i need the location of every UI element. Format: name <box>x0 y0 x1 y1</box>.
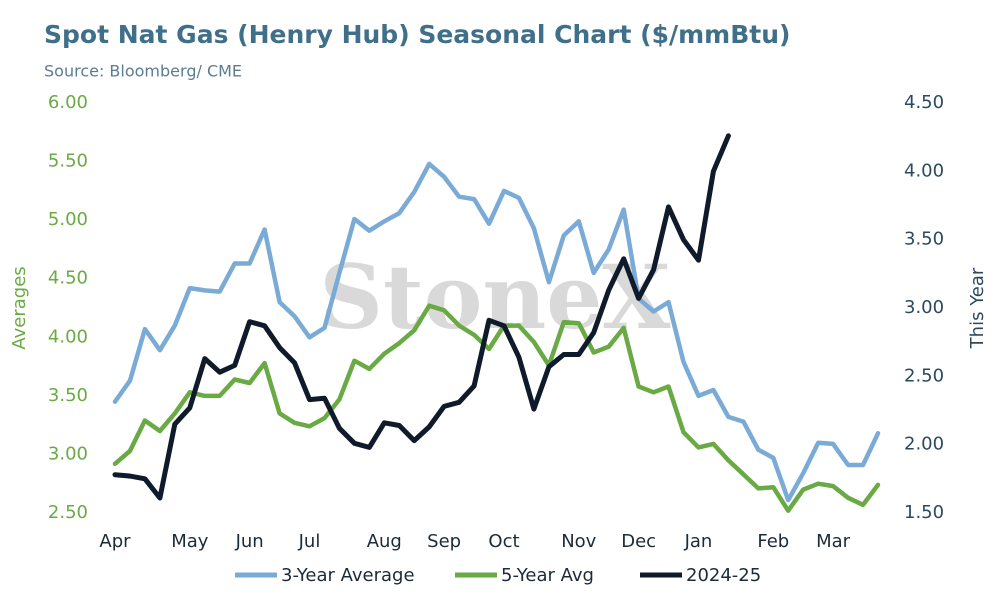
chart-subtitle: Source: Bloomberg/ CME <box>44 62 242 81</box>
series-line <box>112 161 881 503</box>
y-tick-label: 3.50 <box>48 385 88 406</box>
x-tick-label: Aug <box>367 531 402 552</box>
x-tick-label: May <box>171 531 209 552</box>
x-tick-label: Oct <box>488 531 519 552</box>
y-tick-label: 5.50 <box>48 151 88 172</box>
watermark: StoneX <box>319 245 671 349</box>
x-tick-label: Jun <box>235 531 264 552</box>
x-tick-label: Dec <box>621 531 656 552</box>
legend-label: 5-Year Avg <box>501 565 594 586</box>
y2-axis-label: This Year <box>967 267 988 349</box>
x-tick-label: Nov <box>561 531 596 552</box>
y-tick-label: 4.50 <box>48 268 88 289</box>
x-tick-label: Apr <box>99 531 131 552</box>
y2-tick-label: 2.50 <box>904 365 944 386</box>
y-tick-label: 3.00 <box>48 443 88 464</box>
y2-tick-label: 4.00 <box>904 160 944 181</box>
legend-label: 3-Year Average <box>281 565 415 586</box>
x-tick-label: Mar <box>816 531 851 552</box>
series-line <box>112 303 881 513</box>
y-axis-label: Averages <box>9 266 30 349</box>
legend-label: 2024-25 <box>686 565 761 586</box>
y-tick-label: 4.00 <box>48 326 88 347</box>
y2-tick-label: 1.50 <box>904 502 944 523</box>
series-line <box>112 133 731 501</box>
y-tick-label: 6.00 <box>48 92 88 113</box>
x-tick-label: Jul <box>298 531 321 552</box>
y2-tick-label: 2.00 <box>904 434 944 455</box>
y-tick-label: 2.50 <box>48 502 88 523</box>
y2-tick-label: 3.50 <box>904 229 944 250</box>
x-tick-label: Jan <box>684 531 713 552</box>
y2-tick-label: 4.50 <box>904 92 944 113</box>
x-tick-label: Feb <box>757 531 789 552</box>
chart-title: Spot Nat Gas (Henry Hub) Seasonal Chart … <box>44 20 790 49</box>
y-tick-label: 5.00 <box>48 209 88 230</box>
y2-tick-label: 3.00 <box>904 297 944 318</box>
x-tick-label: Sep <box>427 531 461 552</box>
